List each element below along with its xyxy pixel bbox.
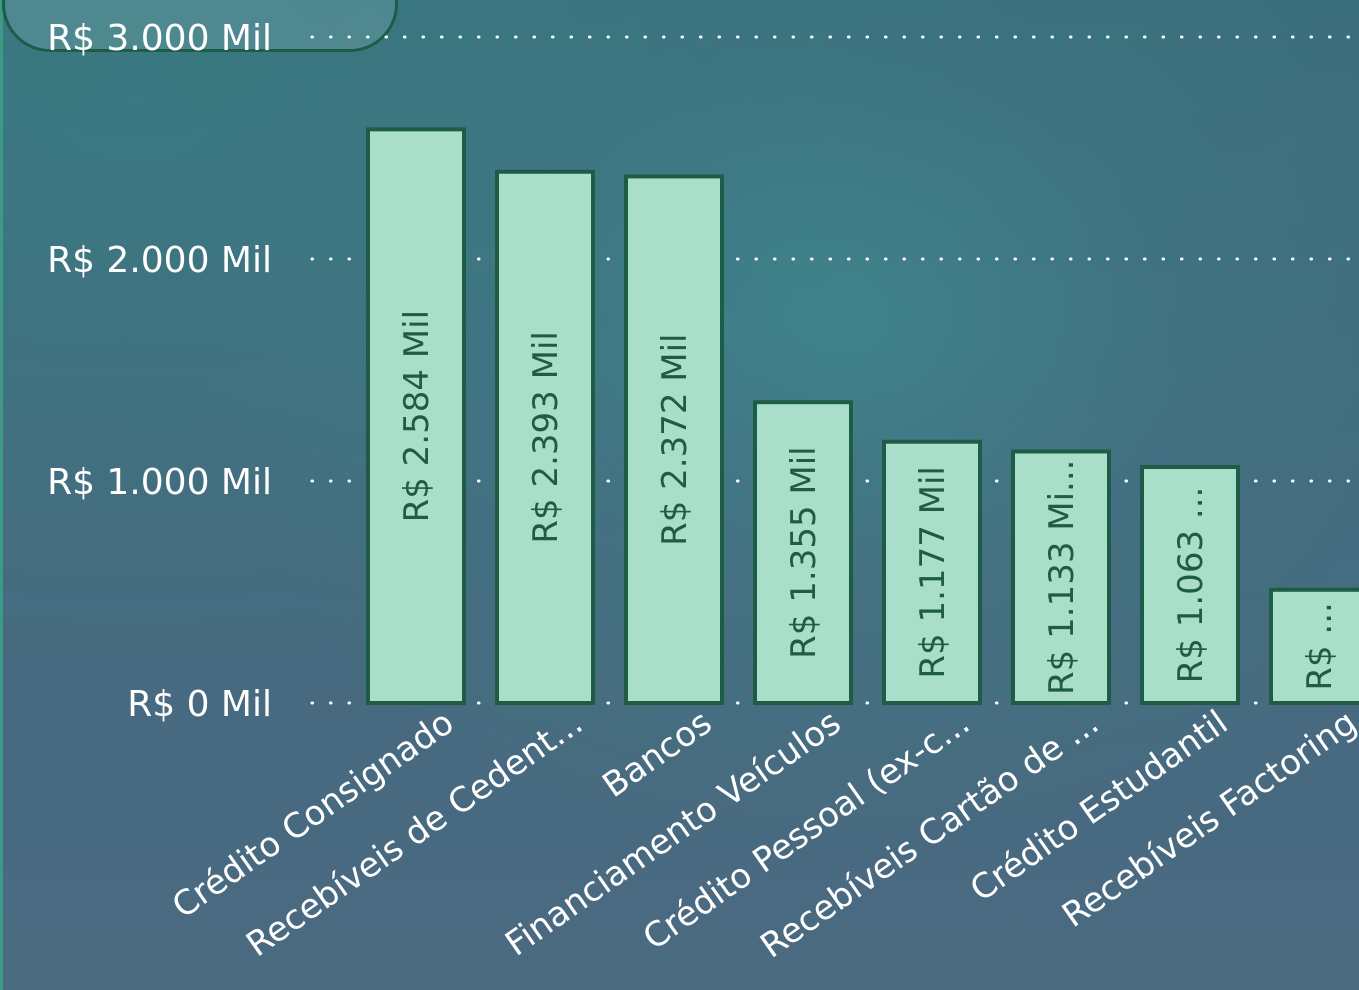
- chart-header-tab: [2, 0, 398, 52]
- data-label: R$ ...: [1300, 602, 1340, 691]
- bar[interactable]: [1011, 449, 1111, 705]
- y-tick-label: R$ 0 Mil: [127, 684, 272, 725]
- data-label: R$ 2.584 Mil: [397, 310, 437, 522]
- data-label: R$ 2.393 Mil: [526, 331, 566, 543]
- bar[interactable]: [495, 169, 595, 705]
- bar[interactable]: [882, 439, 982, 705]
- bars: [366, 127, 1359, 706]
- data-label: R$ 1.355 Mil: [784, 446, 824, 658]
- data-label: R$ 1.133 Mi...: [1042, 460, 1082, 695]
- bar[interactable]: [753, 400, 853, 705]
- data-label: R$ 2.372 Mil: [655, 333, 695, 545]
- data-label: R$ 1.063 ...: [1171, 487, 1211, 684]
- bar[interactable]: [1140, 465, 1240, 705]
- bar[interactable]: [1269, 587, 1359, 706]
- y-axis-tick-labels: R$ 0 Mil R$ 1.000 Mil R$ 2.000 Mil R$ 3.000…: [47, 18, 272, 725]
- y-tick-label: R$ 1.000 Mil: [47, 462, 272, 503]
- y-tick-label: R$ 2.000 Mil: [47, 240, 272, 281]
- bar[interactable]: [624, 174, 724, 705]
- bar[interactable]: [366, 127, 466, 706]
- y-tick-label: R$ 3.000 Mil: [47, 18, 272, 59]
- left-edge-accent: [0, 0, 3, 990]
- data-labels: R$ 2.584 Mil R$ 2.393 Mil R$ 2.372 Mil R$ 1…: [397, 310, 1340, 695]
- data-label: R$ 1.177 Mil: [913, 466, 953, 678]
